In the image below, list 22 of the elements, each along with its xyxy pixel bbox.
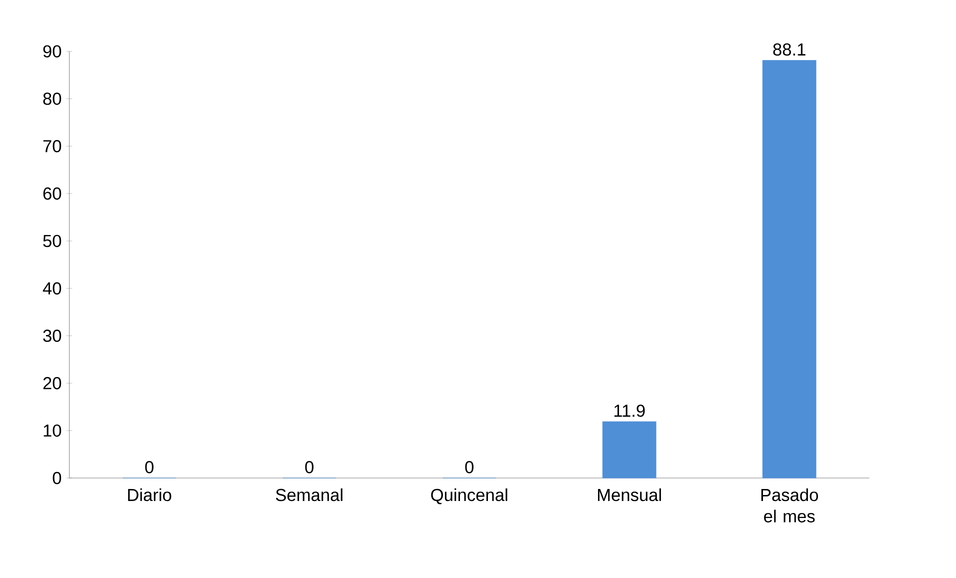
- y-tick-label: 70: [43, 140, 62, 152]
- x-tick-label: Pasado el mes: [761, 488, 818, 522]
- bar: [762, 60, 816, 478]
- y-tick-label: 80: [43, 92, 62, 105]
- data-label: 0: [305, 461, 314, 474]
- y-tick-label: 10: [44, 424, 62, 437]
- y-tick-label: 60: [43, 187, 62, 200]
- data-label: 0: [465, 461, 474, 474]
- bar: [602, 421, 656, 478]
- y-tick-label: 0: [52, 472, 62, 484]
- data-label: 0: [145, 461, 154, 474]
- x-tick-label: Semanal: [276, 488, 342, 502]
- data-label: 11.9: [614, 404, 645, 417]
- x-tick-label: Quincenal: [431, 488, 508, 504]
- x-tick-label: Mensual: [598, 488, 661, 502]
- y-tick-label: 50: [43, 234, 62, 248]
- data-label: 88.1: [773, 43, 806, 56]
- x-tick-label: Diario: [128, 488, 172, 502]
- y-tick-label: 20: [43, 377, 62, 390]
- y-tick-label: 30: [43, 330, 62, 342]
- y-tick-label: 90: [43, 45, 62, 58]
- y-tick-label: 40: [42, 282, 62, 295]
